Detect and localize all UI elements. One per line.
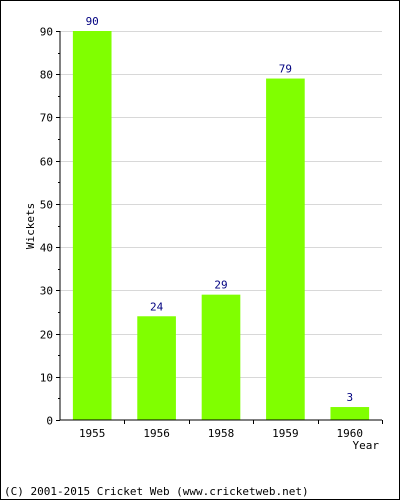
x-tick-label: 1955 — [79, 427, 106, 440]
y-tick-label: 70 — [40, 112, 53, 125]
bar-value-label: 29 — [214, 279, 227, 292]
x-axis-title: Year — [353, 439, 380, 452]
bar — [137, 316, 176, 420]
bar — [330, 407, 370, 420]
y-tick-label: 80 — [40, 69, 53, 82]
grid — [60, 31, 382, 378]
bar — [201, 294, 241, 420]
y-tick-label: 30 — [40, 285, 53, 298]
bar-value-label: 90 — [86, 15, 99, 28]
y-tick-label: 10 — [40, 372, 53, 385]
bar — [266, 78, 305, 421]
bar — [72, 31, 112, 420]
y-tick-label: 20 — [40, 329, 53, 342]
y-tick-label: 60 — [40, 156, 53, 169]
x-ticks: 1955 1956 1958 1959 1960 — [79, 420, 383, 440]
x-tick-label: 1960 — [337, 427, 364, 440]
y-axis-title: Wickets — [24, 203, 37, 249]
data-labels: 90 24 29 79 3 — [86, 15, 354, 404]
x-tick-label: 1958 — [208, 427, 235, 440]
bar-value-label: 24 — [150, 300, 164, 313]
x-tick-label: 1959 — [272, 427, 299, 440]
y-tick-label: 90 — [40, 26, 53, 39]
bar-value-label: 3 — [346, 391, 353, 404]
y-tick-label: 0 — [46, 415, 53, 428]
y-ticks: 0 10 20 30 40 50 60 70 80 90 — [40, 26, 60, 428]
x-tick-label: 1956 — [143, 427, 170, 440]
copyright-footer: (C) 2001-2015 Cricket Web (www.cricketwe… — [4, 485, 309, 498]
y-tick-label: 50 — [40, 199, 53, 212]
y-tick-label: 40 — [40, 242, 53, 255]
bar-value-label: 79 — [279, 63, 292, 76]
bars — [72, 31, 370, 421]
